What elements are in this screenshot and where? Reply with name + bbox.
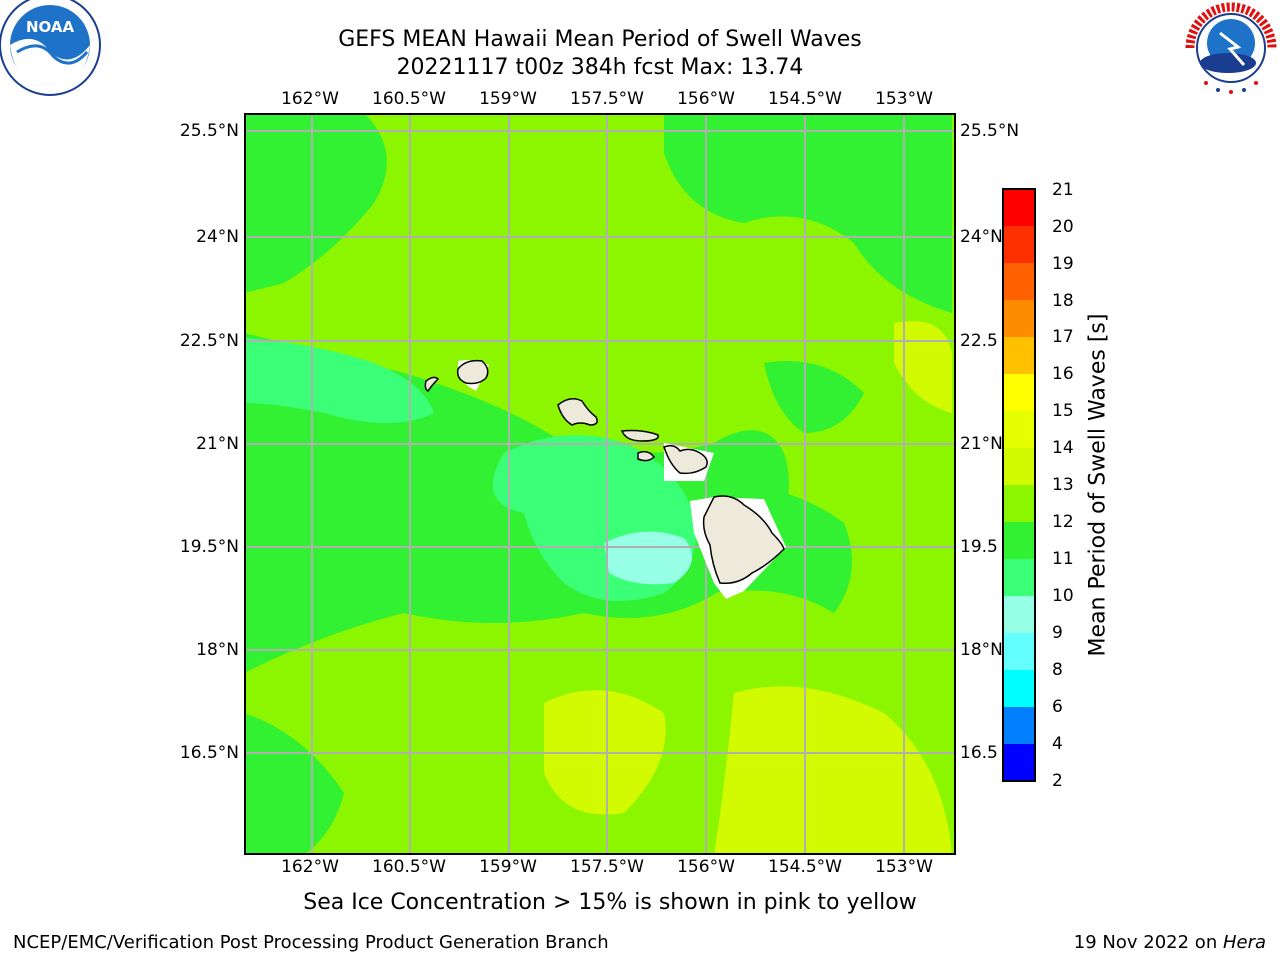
- colorbar-segment: [1003, 300, 1035, 337]
- colorbar-tick-label: 8: [1052, 660, 1063, 680]
- colorbar-tick-label: 21: [1052, 180, 1074, 200]
- colorbar-tick-label: 11: [1052, 549, 1074, 569]
- colorbar-tick-label: 14: [1052, 438, 1074, 458]
- generation-date: 19 Nov 2022 on Hera: [1074, 932, 1266, 953]
- lon-label-top: 153°W: [875, 89, 933, 109]
- high-period-region-southeast: [714, 686, 952, 855]
- lon-label-bottom: 157.5°W: [570, 857, 644, 877]
- colorbar-tick-label: 18: [1052, 291, 1074, 311]
- colorbar-tick-label: 10: [1052, 586, 1074, 606]
- colorbar-tick-label: 13: [1052, 475, 1074, 495]
- colorbar-tick-label: 20: [1052, 217, 1074, 237]
- colorbar-segment: [1003, 559, 1035, 596]
- chart-title: GEFS MEAN Hawaii Mean Period of Swell Wa…: [338, 27, 862, 52]
- low-period-region-west: [244, 338, 434, 423]
- colorbar-segment: [1003, 633, 1035, 670]
- lon-label-top: 157.5°W: [570, 89, 644, 109]
- green-region-sw: [244, 713, 344, 855]
- generation-date-text: 19 Nov 2022 on: [1073, 932, 1223, 953]
- molokai-island: [620, 429, 659, 442]
- colorbar-segment: [1003, 263, 1035, 300]
- colorbar-segment: [1003, 411, 1035, 448]
- lon-label-bottom: 160.5°W: [372, 857, 446, 877]
- lat-label-right: 16.5: [960, 743, 998, 763]
- colorbar: [1002, 188, 1036, 782]
- colorbar-segment: [1003, 226, 1035, 263]
- high-period-region-east: [894, 321, 952, 413]
- green-region-nw: [244, 113, 387, 293]
- lat-label-left: 16.5°N: [179, 743, 239, 763]
- colorbar-tick-label: 2: [1052, 771, 1063, 791]
- lon-label-top: 159°W: [479, 89, 537, 109]
- lon-label-top: 160.5°W: [372, 89, 446, 109]
- swell-period-map: [244, 113, 956, 855]
- kauai-island: [456, 359, 489, 385]
- green-region-ne: [664, 113, 952, 313]
- niihau-island: [424, 376, 440, 392]
- lon-label-bottom: 162°W: [281, 857, 339, 877]
- lanai-island: [637, 450, 655, 462]
- colorbar-tick-label: 6: [1052, 697, 1063, 717]
- lat-label-right: 18°N: [960, 640, 1003, 660]
- graticule: [244, 113, 956, 855]
- sea-ice-note: Sea Ice Concentration > 15% is shown in …: [303, 890, 917, 915]
- lat-label-left: 19.5°N: [179, 537, 239, 557]
- green-region-east: [764, 361, 864, 433]
- colorbar-segment: [1003, 596, 1035, 633]
- big-island: [702, 495, 785, 585]
- producer-credit: NCEP/EMC/Verification Post Processing Pr…: [13, 932, 609, 953]
- colorbar-tick-label: 15: [1052, 401, 1074, 421]
- colorbar-segment: [1003, 670, 1035, 707]
- colorbar-tick-label: 4: [1052, 734, 1063, 754]
- colorbar-title: Mean Period of Swell Waves [s]: [1085, 313, 1111, 657]
- lon-label-bottom: 159°W: [479, 857, 537, 877]
- lon-label-top: 162°W: [281, 89, 339, 109]
- colorbar-tick-label: 17: [1052, 327, 1074, 347]
- hawaiian-islands: [424, 359, 786, 599]
- lon-label-bottom: 154.5°W: [768, 857, 842, 877]
- noaa-logo-text: NOAA: [26, 18, 75, 36]
- lon-label-top: 154.5°W: [768, 89, 842, 109]
- host-name: Hera: [1222, 932, 1266, 953]
- lowest-period-region: [604, 531, 692, 585]
- colorbar-tick-label: 19: [1052, 254, 1074, 274]
- colorbar-segment: [1003, 374, 1035, 411]
- lat-label-right: 22.5: [960, 331, 998, 351]
- lat-label-left: 18°N: [196, 640, 239, 660]
- colorbar-segment: [1003, 189, 1035, 226]
- noaa-logo: NOAA: [0, 0, 101, 96]
- colorbar-segment: [1003, 707, 1035, 744]
- lat-label-right: 21°N: [960, 434, 1003, 454]
- colorbar-tick-label: 16: [1052, 364, 1074, 384]
- lat-label-right: 24°N: [960, 227, 1003, 247]
- maui-island: [663, 444, 708, 475]
- lat-label-right: 25.5°N: [960, 121, 1020, 141]
- map-frame: [244, 113, 956, 855]
- chart-subtitle: 20221117 t00z 384h fcst Max: 13.74: [396, 55, 804, 80]
- nws-logo: [1182, 0, 1280, 97]
- colorbar-segment: [1003, 744, 1035, 781]
- lon-label-top: 156°W: [677, 89, 735, 109]
- colorbar-segment: [1003, 448, 1035, 485]
- lat-label-left: 24°N: [196, 227, 239, 247]
- lat-label-right: 19.5: [960, 537, 998, 557]
- colorbar-tick-label: 9: [1052, 623, 1063, 643]
- lon-label-bottom: 156°W: [677, 857, 735, 877]
- colorbar-tick-label: 12: [1052, 512, 1074, 532]
- oahu-island: [557, 398, 598, 426]
- colorbar-segment: [1003, 485, 1035, 522]
- lat-label-left: 25.5°N: [179, 121, 239, 141]
- lat-label-left: 22.5°N: [179, 331, 239, 351]
- lat-label-left: 21°N: [196, 434, 239, 454]
- lon-label-bottom: 153°W: [875, 857, 933, 877]
- colorbar-segment: [1003, 337, 1035, 374]
- colorbar-segment: [1003, 522, 1035, 559]
